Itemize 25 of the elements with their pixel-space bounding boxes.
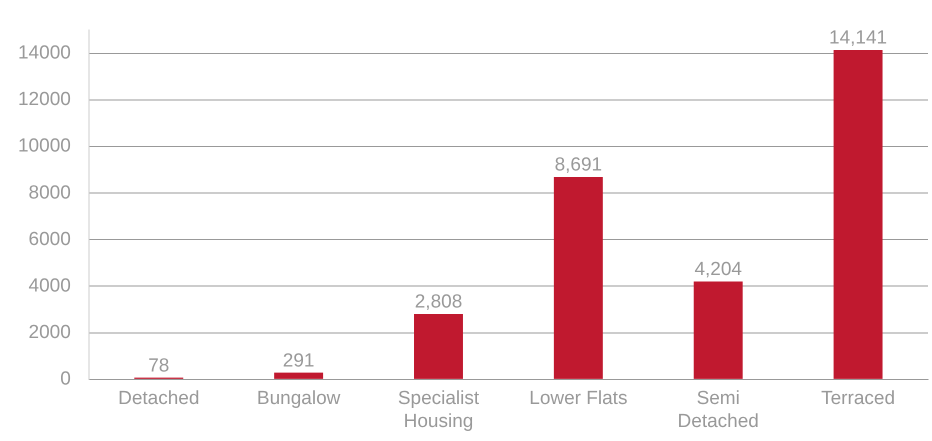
- y-tick-label: 2000: [28, 322, 71, 344]
- y-tick-label: 0: [60, 368, 71, 390]
- bar: [834, 50, 883, 379]
- data-label: 2,808: [414, 292, 462, 313]
- data-label: 78: [148, 355, 170, 376]
- bar: [554, 176, 603, 379]
- x-tick-label: Terraced: [821, 388, 896, 410]
- data-label: 291: [282, 350, 314, 372]
- x-tick-label: Specialist Housing: [398, 388, 480, 432]
- x-tick-label: Lower Flats: [529, 388, 628, 410]
- bar: [694, 281, 743, 379]
- y-tick-label: 14000: [18, 42, 71, 64]
- y-tick-label: 4000: [28, 275, 71, 296]
- data-label: 14,141: [829, 28, 888, 49]
- data-label: 8,691: [554, 154, 602, 176]
- y-tick-label: 12000: [18, 89, 71, 110]
- x-tick-label: Bungalow: [256, 388, 341, 410]
- bar: [274, 372, 324, 379]
- y-tick-label: 8000: [28, 182, 71, 204]
- bar: [414, 314, 463, 379]
- y-tick-label: 10000: [18, 136, 71, 157]
- x-tick-label: Detached: [118, 388, 200, 410]
- x-tick-label: Semi Detached: [678, 388, 759, 432]
- y-tick-label: 6000: [28, 228, 71, 250]
- data-label: 4,204: [694, 259, 742, 280]
